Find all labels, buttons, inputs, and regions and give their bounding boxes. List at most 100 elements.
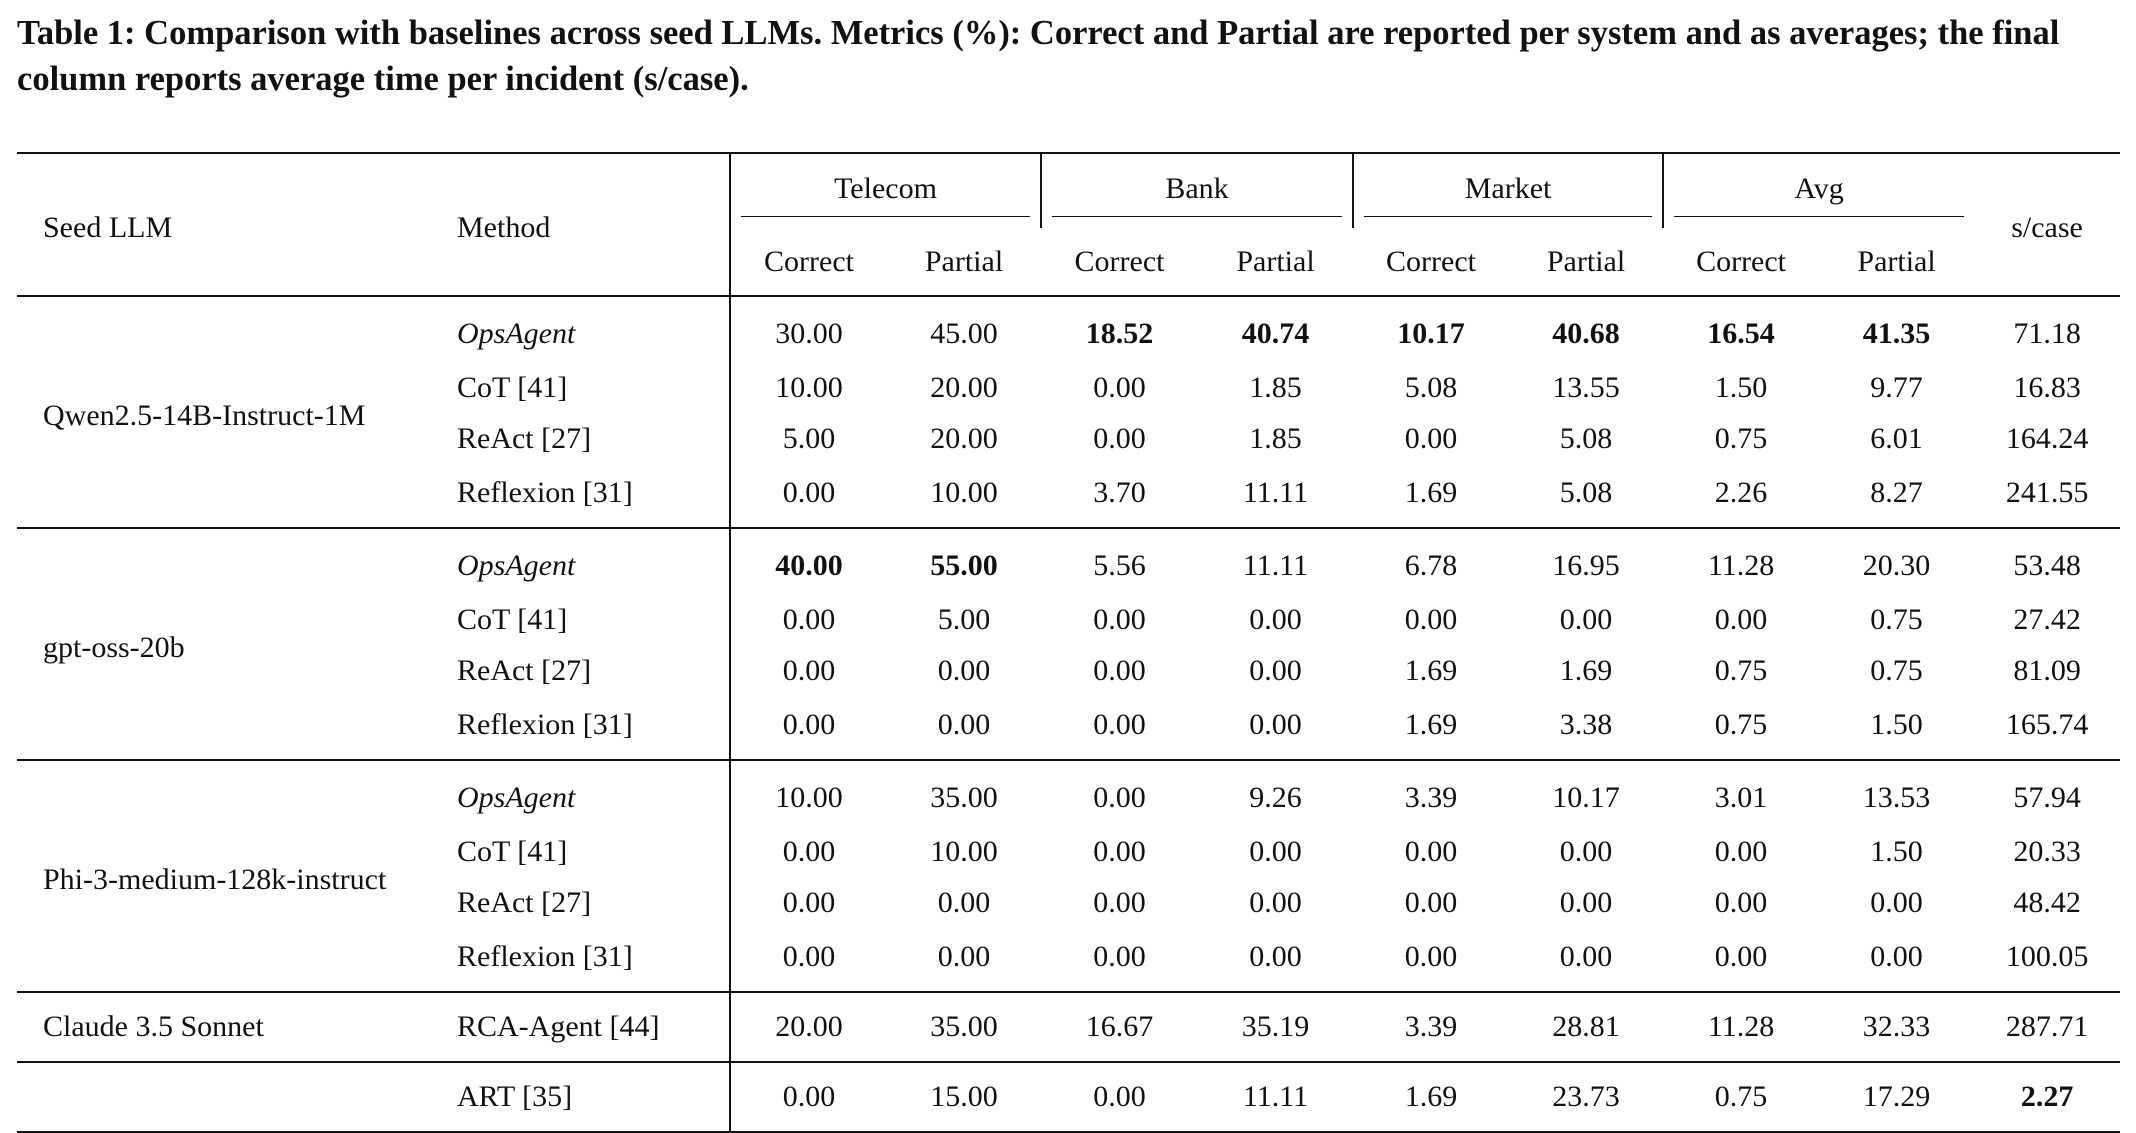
method-label: ART [35] <box>457 1080 573 1113</box>
cell: 0.00 <box>1559 886 1613 920</box>
header-partial: Partial <box>887 228 1042 297</box>
cell: 1.69 <box>1404 1080 1458 1113</box>
cell: 0.00 <box>937 654 991 688</box>
cell: 0.00 <box>1249 834 1302 868</box>
method-label: ReAct [27] <box>457 886 592 920</box>
cell: 5.56 <box>1093 548 1146 582</box>
table-row: Qwen2.5-14B-Instruct-1M OpsAgent 30.00 4… <box>17 296 2120 432</box>
cell: 48.42 <box>2013 886 2081 920</box>
cell: 5.00 <box>729 413 887 465</box>
header-correct: Correct <box>1041 228 1199 297</box>
cell: 5.08 <box>1559 476 1613 509</box>
seed-llm-label: Qwen2.5-14B-Instruct-1M <box>43 399 366 432</box>
cell: 0.75 <box>1870 654 1923 688</box>
cell: 18.52 <box>1085 316 1154 350</box>
table-row: ReAct [27] 5.00 20.00 0.00 1.85 0.00 5.0… <box>17 413 2120 465</box>
cell: 5.08 <box>1559 422 1613 456</box>
cell: 10.00 <box>930 834 998 868</box>
cell: 5.00 <box>937 602 991 636</box>
cell: 0.00 <box>1093 422 1146 456</box>
cell: 20.00 <box>729 992 887 1062</box>
cell: 0.00 <box>1404 886 1458 920</box>
cell: 0.00 <box>1404 940 1458 973</box>
cell: 0.00 <box>1093 886 1146 920</box>
table-row: Phi-3-medium-128k-instruct OpsAgent 10.0… <box>17 760 2120 896</box>
table-row: ART [35] 0.00 15.00 0.00 11.11 1.69 23.7… <box>17 1062 2120 1132</box>
method-label: Reflexion [31] <box>457 940 633 973</box>
cell: 28.81 <box>1552 1010 1620 1043</box>
cell: 11.11 <box>1242 1080 1309 1113</box>
cell: 35.19 <box>1241 1010 1310 1043</box>
cell: 11.28 <box>1707 548 1775 582</box>
cell: 0.00 <box>937 886 991 920</box>
table-row: Claude 3.5 Sonnet RCA-Agent [44] 20.00 3… <box>17 992 2120 1062</box>
table-header: Seed LLM Method Telecom Bank Market Avg … <box>17 153 2120 297</box>
cell: 0.00 <box>1093 834 1146 868</box>
cell: 1.85 <box>1249 370 1302 404</box>
cell: 53.48 <box>2013 548 2081 582</box>
seed-group-art: ART [35] 0.00 15.00 0.00 11.11 1.69 23.7… <box>17 1062 2121 1132</box>
cell: 165.74 <box>2005 708 2089 741</box>
cell: 0.00 <box>1714 886 1768 920</box>
cell: 17.29 <box>1862 1080 1931 1113</box>
table-row: CoT [41] 0.00 10.00 0.00 0.00 0.00 0.00 … <box>17 826 2120 878</box>
table-row: Reflexion [31] 0.00 0.00 0.00 0.00 0.00 … <box>17 929 2120 992</box>
cell: 0.00 <box>1714 602 1768 636</box>
cell: 40.68 <box>1552 316 1620 350</box>
header-group-avg: Avg <box>1662 153 1975 228</box>
header-method: Method <box>457 210 551 244</box>
cell: 32.33 <box>1862 1010 1931 1043</box>
cell: 0.00 <box>1093 780 1146 814</box>
cell: 11.11 <box>1242 548 1309 582</box>
method-label: ReAct [27] <box>457 422 592 456</box>
method-label: CoT [41] <box>457 602 568 636</box>
header-correct: Correct <box>1663 228 1820 297</box>
header-correct: Correct <box>1353 228 1510 297</box>
header-s-case: s/case <box>2011 210 2083 244</box>
cell: 0.00 <box>1559 940 1613 973</box>
cell: 16.95 <box>1552 548 1620 582</box>
cell: 41.35 <box>1862 316 1931 350</box>
cell: 0.00 <box>1714 834 1768 868</box>
cell: 11.28 <box>1707 1010 1775 1043</box>
cell: 1.69 <box>1404 708 1458 741</box>
cell: 0.75 <box>1714 1080 1768 1113</box>
cell: 1.69 <box>1559 654 1613 688</box>
cell: 0.00 <box>1093 708 1146 741</box>
cell: 10.00 <box>729 760 887 826</box>
cell: 16.67 <box>1085 1010 1154 1043</box>
cell: 0.00 <box>729 645 887 697</box>
cell: 2.27 <box>2020 1080 2074 1113</box>
cell: 0.00 <box>1093 602 1146 636</box>
cell: 0.75 <box>1714 654 1768 688</box>
cell: 1.50 <box>1714 370 1768 404</box>
cell: 8.27 <box>1870 476 1923 509</box>
cell: 0.00 <box>937 708 991 741</box>
header-partial: Partial <box>1819 228 1975 297</box>
cell: 0.00 <box>1559 834 1613 868</box>
cell: 10.00 <box>930 476 998 509</box>
header-partial: Partial <box>1198 228 1354 297</box>
cell: 10.00 <box>729 362 887 414</box>
table-row: Reflexion [31] 0.00 0.00 0.00 0.00 1.69 … <box>17 697 2120 760</box>
table-row: Reflexion [31] 0.00 10.00 3.70 11.11 1.6… <box>17 465 2120 528</box>
table-row: CoT [41] 0.00 5.00 0.00 0.00 0.00 0.00 0… <box>17 594 2120 646</box>
group-label: Telecom <box>741 172 1031 217</box>
results-table: Seed LLM Method Telecom Bank Market Avg … <box>17 152 2121 1133</box>
seed-llm-label: Phi-3-medium-128k-instruct <box>43 863 387 896</box>
cell: 3.39 <box>1404 780 1458 814</box>
cell: 1.50 <box>1870 708 1923 741</box>
cell: 57.94 <box>2013 780 2081 814</box>
method-label: OpsAgent <box>457 780 576 814</box>
table-row: ReAct [27] 0.00 0.00 0.00 0.00 0.00 0.00… <box>17 877 2120 929</box>
cell: 0.00 <box>1404 834 1458 868</box>
cell: 0.00 <box>729 826 887 878</box>
cell: 55.00 <box>930 548 998 582</box>
cell: 27.42 <box>2013 602 2081 636</box>
cell: 0.00 <box>1870 886 1923 920</box>
cell: 9.77 <box>1870 370 1923 404</box>
cell: 10.17 <box>1397 316 1465 350</box>
cell: 0.00 <box>729 697 887 760</box>
cell: 30.00 <box>729 296 887 362</box>
header-seed-llm: Seed LLM <box>43 210 173 244</box>
